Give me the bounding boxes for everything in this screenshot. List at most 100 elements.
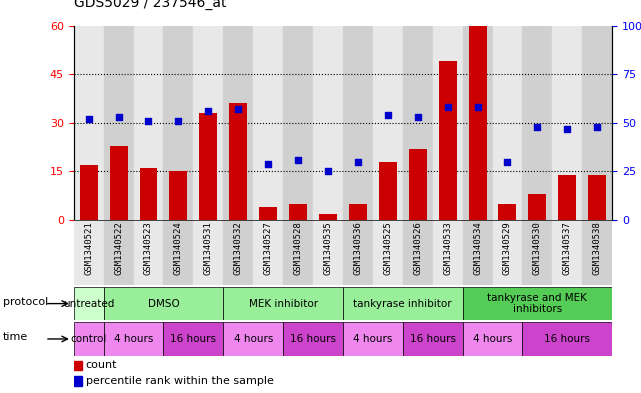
Bar [229,103,247,220]
Bar [528,194,546,220]
Text: GSM1340531: GSM1340531 [204,221,213,275]
Point [113,114,124,120]
Bar [313,220,343,285]
Text: GSM1340530: GSM1340530 [533,221,542,275]
Bar [319,214,337,220]
Text: 4 hours: 4 hours [233,334,273,344]
Text: GSM1340537: GSM1340537 [563,221,572,275]
Text: tankyrase and MEK
inhibitors: tankyrase and MEK inhibitors [487,293,587,314]
Text: GSM1340526: GSM1340526 [413,221,422,275]
Bar [283,26,313,220]
Text: control: control [71,334,107,344]
Bar [553,220,582,285]
Bar [558,174,576,220]
Text: GDS5029 / 237546_at: GDS5029 / 237546_at [74,0,226,10]
Text: DMSO: DMSO [147,299,179,309]
Text: protocol: protocol [3,297,49,307]
Text: GSM1340532: GSM1340532 [234,221,243,275]
Point [532,123,542,130]
Bar [163,26,194,220]
Point [562,125,572,132]
Text: untreated: untreated [63,299,114,309]
FancyBboxPatch shape [343,287,463,320]
Bar [522,220,553,285]
Bar [313,26,343,220]
Bar [79,165,97,220]
Bar [582,220,612,285]
Bar [74,361,82,370]
Text: GSM1340527: GSM1340527 [263,221,272,275]
FancyBboxPatch shape [74,322,104,356]
Point [173,118,183,124]
Text: 4 hours: 4 hours [473,334,512,344]
Bar [289,204,307,220]
Bar [463,26,492,220]
Point [383,112,393,118]
Bar [373,220,403,285]
FancyBboxPatch shape [74,287,104,320]
Bar [553,26,582,220]
Text: 16 hours: 16 hours [544,334,590,344]
Bar [343,220,373,285]
Text: time: time [3,332,28,342]
Text: GSM1340525: GSM1340525 [383,221,392,275]
Bar [403,220,433,285]
Bar [433,26,463,220]
Bar [163,220,194,285]
Text: 16 hours: 16 hours [410,334,456,344]
Point [503,158,513,165]
Text: GSM1340529: GSM1340529 [503,221,512,275]
Bar [140,168,158,220]
Bar [499,204,517,220]
Text: count: count [86,360,117,371]
Point [293,157,303,163]
Text: GSM1340522: GSM1340522 [114,221,123,275]
Point [83,116,94,122]
Bar [133,220,163,285]
FancyBboxPatch shape [283,322,343,356]
Bar [104,26,133,220]
Bar [74,26,104,220]
Bar [74,376,82,386]
Point [472,104,483,110]
FancyBboxPatch shape [463,322,522,356]
Point [144,118,154,124]
Text: GSM1340533: GSM1340533 [443,221,452,275]
Bar [463,220,492,285]
Text: GSM1340523: GSM1340523 [144,221,153,275]
Text: 4 hours: 4 hours [353,334,392,344]
Bar [223,220,253,285]
Text: percentile rank within the sample: percentile rank within the sample [86,376,274,386]
Point [592,123,603,130]
FancyBboxPatch shape [463,287,612,320]
FancyBboxPatch shape [223,287,343,320]
Text: tankyrase inhibitor: tankyrase inhibitor [353,299,452,309]
Bar [253,26,283,220]
Text: GSM1340528: GSM1340528 [294,221,303,275]
FancyBboxPatch shape [343,322,403,356]
Point [442,104,453,110]
Bar [492,220,522,285]
Bar [343,26,373,220]
Bar [403,26,433,220]
Text: 4 hours: 4 hours [114,334,153,344]
FancyBboxPatch shape [223,322,283,356]
FancyBboxPatch shape [163,322,223,356]
Text: GSM1340534: GSM1340534 [473,221,482,275]
Text: GSM1340524: GSM1340524 [174,221,183,275]
Bar [223,26,253,220]
Point [233,106,244,112]
Point [323,168,333,174]
Point [353,158,363,165]
Point [203,108,213,114]
Bar [582,26,612,220]
Bar [433,220,463,285]
Bar [194,26,223,220]
Bar [133,26,163,220]
Bar [199,113,217,220]
Text: GSM1340535: GSM1340535 [324,221,333,275]
Text: GSM1340536: GSM1340536 [353,221,362,275]
Bar [74,220,104,285]
Text: GSM1340538: GSM1340538 [593,221,602,275]
Bar [438,61,456,220]
